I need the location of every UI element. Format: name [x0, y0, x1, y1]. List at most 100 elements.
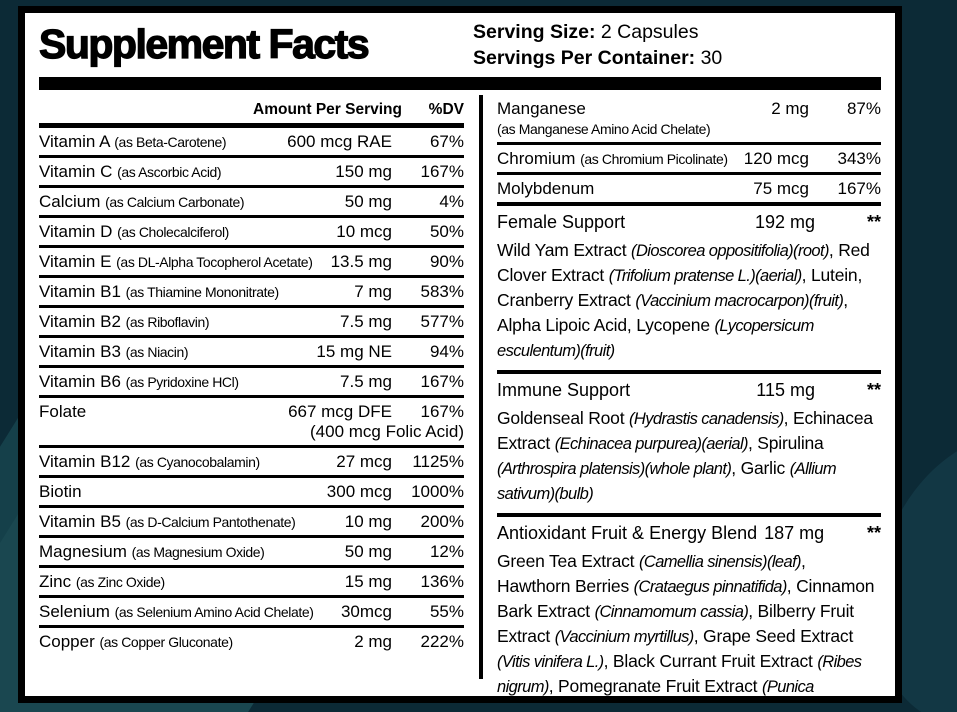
- nutrient-name: Manganese: [497, 99, 586, 118]
- nutrient-dv: 67%: [429, 132, 464, 151]
- servings-per-container-line: Servings Per Container: 30: [473, 45, 722, 71]
- nutrient-name-cell: Vitamin A (as Beta-Carotene): [39, 132, 227, 152]
- botanical-name: (Arthrospira platensis)(whole plant): [497, 460, 732, 478]
- panel-header: Supplement Facts Serving Size: 2 Capsule…: [25, 13, 895, 77]
- nutrient-name-cell: Calcium (as Calcium Carbonate): [39, 192, 245, 212]
- nutrient-amount: 10 mcg: [336, 222, 392, 241]
- nutrient-name-cell: Folate: [39, 402, 86, 422]
- botanical-name: (Allium sativum)(bulb): [497, 460, 837, 503]
- serving-size-label: Serving Size:: [473, 21, 596, 43]
- nutrient-name-cell: Molybdenum: [497, 179, 594, 199]
- nutrient-form: (as Copper Gluconate): [99, 634, 233, 650]
- nutrient-dv: 200%: [420, 512, 464, 531]
- blend-dv: **: [866, 212, 881, 232]
- nutrient-row: Calcium (as Calcium Carbonate) 50 mg 4%: [39, 188, 464, 218]
- nutrient-dv: 167%: [420, 372, 464, 391]
- nutrient-form: (as Magnesium Oxide): [131, 544, 265, 560]
- ingredient-text: Green Tea Extract: [497, 551, 639, 571]
- botanical-name: (Crataegus pinnatifida): [633, 578, 788, 596]
- blend-amount: 115 mg: [756, 380, 815, 400]
- nutrient-name-cell: Chromium (as Chromium Picolinate): [497, 149, 728, 169]
- nutrient-name-cell: Vitamin B3 (as Niacin): [39, 342, 189, 362]
- servings-per-container-value: 30: [700, 47, 723, 69]
- servings-per-container-label: Servings Per Container:: [473, 47, 696, 69]
- botanical-name: (Punica granatum): [761, 678, 814, 696]
- nutrient-name: Vitamin B2 (as Riboflavin): [39, 312, 210, 331]
- nutrient-name: Vitamin D (as Cholecalciferol): [39, 222, 229, 241]
- nutrient-name: Chromium (as Chromium Picolinate): [497, 149, 728, 168]
- nutrient-form: (as Cholecalciferol): [117, 224, 229, 240]
- nutrient-amount: 30mcg: [340, 602, 392, 621]
- nutrient-amount: 7.5 mg: [340, 312, 392, 331]
- nutrient-form: (as DL-Alpha Tocopherol Acetate): [116, 254, 313, 270]
- nutrient-name-cell: Copper (as Copper Gluconate): [39, 632, 233, 652]
- ingredient-text: , Alpha Lipoic Acid, Lycopene: [497, 290, 848, 335]
- nutrient-amount-line: 667 mcg DFE: [288, 402, 392, 421]
- nutrient-row: Biotin 300 mcg 1000%: [39, 478, 464, 508]
- nutrient-amount: 10 mg: [344, 512, 392, 531]
- nutrient-form: (as Calcium Carbonate): [105, 194, 245, 210]
- nutrient-row: Molybdenum 75 mcg 167%: [497, 175, 881, 202]
- nutrient-form: (as Pyridoxine HCl): [125, 374, 239, 390]
- nutrient-amount: 667 mcg DFE: [86, 402, 402, 422]
- nutrient-name: Magnesium (as Magnesium Oxide): [39, 542, 265, 561]
- blend-section: Antioxidant Fruit & Energy Blend 187 mg **…: [497, 513, 881, 696]
- nutrient-dv: 94%: [429, 342, 464, 361]
- nutrient-amount: 600 mcg RAE: [287, 132, 392, 151]
- nutrient-name-cell: Vitamin B5 (as D-Calcium Pantothenate): [39, 512, 296, 532]
- nutrient-name: Vitamin A (as Beta-Carotene): [39, 132, 227, 151]
- nutrient-row: Vitamin C (as Ascorbic Acid) 150 mg 167%: [39, 158, 464, 188]
- nutrient-dv: 583%: [420, 282, 464, 301]
- nutrient-amount: 2 mg: [771, 99, 809, 118]
- nutrient-name-cell: Vitamin B6 (as Pyridoxine HCl): [39, 372, 239, 392]
- nutrient-name-cell: Magnesium (as Magnesium Oxide): [39, 542, 265, 562]
- nutrient-form: (as Cyanocobalamin): [135, 454, 260, 470]
- ingredient-text: Wild Yam Extract: [497, 240, 632, 260]
- blend-amount: 192 mg: [754, 212, 815, 232]
- nutrient-amount: 150 mg: [335, 162, 392, 181]
- nutrient-form: (as Zinc Oxide): [75, 574, 165, 590]
- nutrient-dv: 167%: [837, 179, 881, 198]
- nutrient-amount: 15 mg: [344, 572, 392, 591]
- nutrient-amount: 15 mg NE: [316, 342, 392, 361]
- nutrient-name: Vitamin B12 (as Cyanocobalamin): [39, 452, 260, 471]
- blend-section: Immune Support 115 mg ** Goldenseal Root (H…: [497, 370, 881, 513]
- nutrient-name: Vitamin B6 (as Pyridoxine HCl): [39, 372, 239, 391]
- blend-header: Antioxidant Fruit & Energy Blend 187 mg **: [497, 517, 881, 548]
- left-column: Amount Per Serving %DV Vitamin A (as Bet…: [39, 95, 464, 655]
- nutrient-dv: 167%: [420, 162, 464, 181]
- nutrient-name: Selenium (as Selenium Amino Acid Chelate…: [39, 602, 314, 621]
- nutrient-dv: 1125%: [412, 452, 464, 471]
- header-divider-bar: [39, 77, 881, 90]
- nutrient-name: Calcium (as Calcium Carbonate): [39, 192, 245, 211]
- botanical-name: (Echinacea purpurea)(aerial): [554, 435, 749, 453]
- nutrient-form: (as Thiamine Mononitrate): [125, 284, 280, 300]
- ingredient-text: Goldenseal Root: [497, 408, 630, 428]
- blend-ingredients: Green Tea Extract (Camellia sinensis)(le…: [497, 548, 881, 696]
- dv-header: %DV: [428, 101, 464, 118]
- nutrient-row: Vitamin B1 (as Thiamine Mononitrate) 7 mg…: [39, 278, 464, 308]
- right-column: Manganese (as Manganese Amino Acid Chelat…: [497, 95, 881, 696]
- nutrient-table: Vitamin A (as Beta-Carotene) 600 mcg RAE 6…: [39, 128, 464, 655]
- serving-size-line: Serving Size: 2 Capsules: [473, 19, 722, 45]
- nutrient-row: Manganese (as Manganese Amino Acid Chelat…: [497, 95, 881, 145]
- blend-name: Antioxidant Fruit & Energy Blend: [497, 523, 758, 543]
- nutrient-row: Vitamin B2 (as Riboflavin) 7.5 mg 577%: [39, 308, 464, 338]
- nutrient-form: (as Beta-Carotene): [114, 134, 227, 150]
- supplement-facts-panel: Supplement Facts Serving Size: 2 Capsule…: [18, 6, 902, 703]
- nutrient-row: Folate 667 mcg DFE 167% (400 mcg Folic Acid…: [39, 398, 464, 448]
- nutrient-row: Copper (as Copper Gluconate) 2 mg 222%: [39, 628, 464, 655]
- nutrient-amount: 2 mg: [354, 632, 392, 651]
- nutrient-dv: 90%: [429, 252, 464, 271]
- blend-ingredients: Goldenseal Root (Hydrastis canadensis), …: [497, 405, 881, 513]
- nutrient-row: Vitamin A (as Beta-Carotene) 600 mcg RAE 6…: [39, 128, 464, 158]
- blend-sections: Female Support 192 mg ** Wild Yam Extract (…: [497, 202, 881, 696]
- ingredient-text: , Lutein, Cranberry Extract: [497, 265, 863, 310]
- botanical-name: (Trifolium pratense L.)(aerial): [608, 267, 803, 285]
- nutrient-form: (as Ascorbic Acid): [117, 164, 222, 180]
- nutrient-amount: 50 mg: [344, 192, 392, 211]
- blend-dv: **: [866, 523, 881, 543]
- nutrient-amount: 7.5 mg: [340, 372, 392, 391]
- page-title: Supplement Facts: [38, 20, 370, 67]
